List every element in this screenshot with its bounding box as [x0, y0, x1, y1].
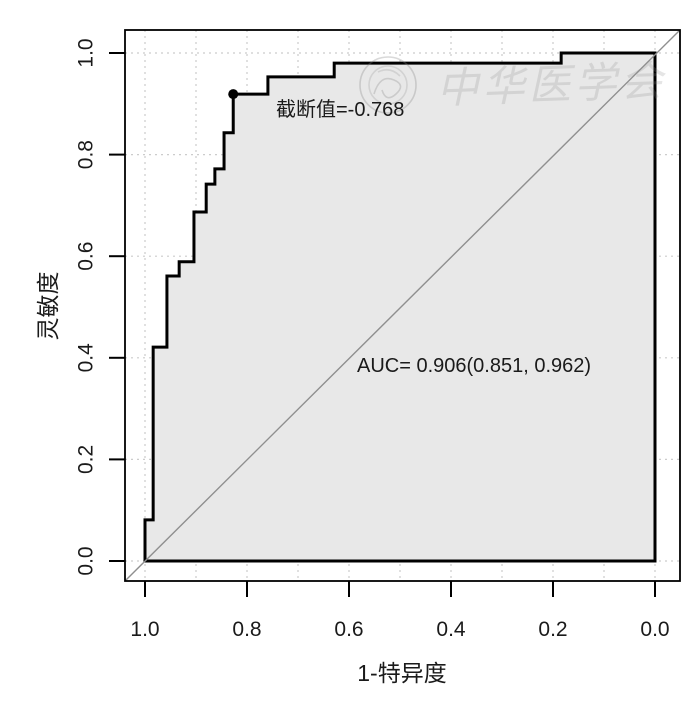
y-tick-label: 1.0: [75, 38, 98, 67]
auc-label: AUC= 0.906(0.851, 0.962): [357, 355, 591, 377]
y-tick-label: 0.8: [75, 140, 98, 169]
chart-generated-layer: 1.0 0.8 0.6 0.4 0.2 0.0 0.0 0.2 0.4 0.6 0.8 1.0: [75, 29, 681, 641]
y-tick-label: 0.0: [75, 546, 98, 575]
cutoff-point-marker: [228, 89, 239, 100]
cutoff-label: 截断值=-0.768: [276, 98, 404, 121]
y-tick-label: 0.2: [75, 445, 98, 474]
watermark-text: 中华医学会: [436, 59, 667, 113]
x-tick-label: 0.4: [436, 618, 466, 641]
x-tick-label: 1.0: [130, 618, 159, 641]
reference-diagonal: [124, 29, 681, 582]
plot-box: [124, 29, 681, 582]
x-tick-label: 0.2: [538, 618, 567, 641]
x-tick-label: 0.0: [640, 618, 669, 641]
x-axis-title: 1-特异度: [357, 660, 446, 686]
y-axis-title: 灵敏度: [35, 272, 61, 341]
watermark-stamp-icon: [359, 56, 417, 114]
y-tick-label: 0.4: [75, 343, 98, 373]
y-tick-label: 0.6: [75, 242, 98, 271]
x-tick-label: 0.6: [334, 618, 363, 641]
x-tick-label: 0.8: [232, 618, 261, 641]
